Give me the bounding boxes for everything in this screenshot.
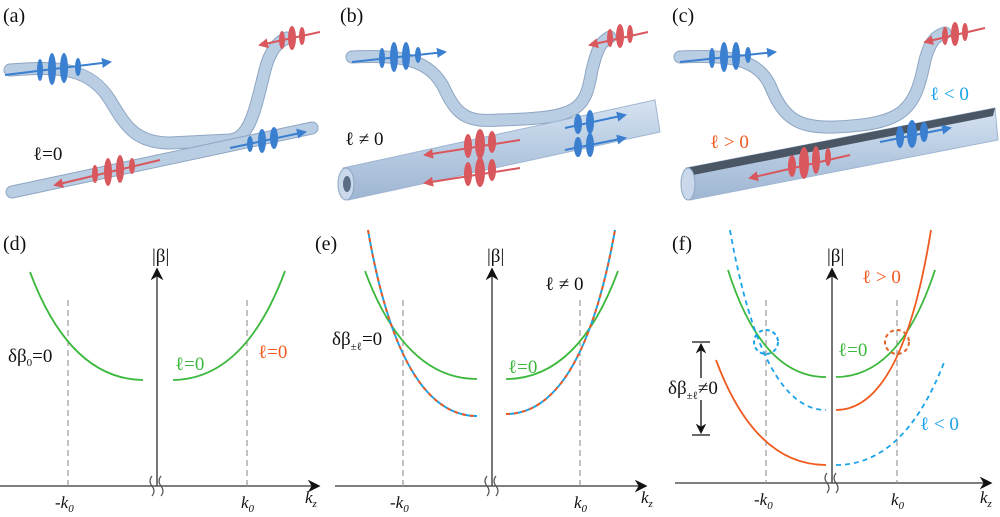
axis-break [149,475,164,497]
bent-fiber-body [346,31,616,126]
bent-fiber-body [4,32,293,149]
curve-l-zero-right [172,270,286,381]
y-axis-label: |β| [487,246,504,267]
curve-label-blue: ℓ < 0 [920,414,959,435]
curve-l-zero-left [727,269,827,378]
curve-l-nonzero-right-orange [505,229,616,415]
x-axis-label: kz [980,488,993,510]
y-axis-label: |β| [827,246,844,267]
annotation-l-positive: ℓ > 0 [710,132,749,153]
curve-label-orange: ℓ=0 [258,342,287,363]
tick-k0: k0 [574,493,588,515]
curve-l-negative-right [835,359,946,466]
delta-beta-label: δβ±ℓ=0 [332,329,382,353]
curve-l-positive-left [715,359,827,466]
curve-l-zero-right [505,270,619,380]
curve-l-zero-left [29,271,144,381]
panel-label-c: (c) [672,5,694,27]
curve-l-zero-left [364,270,478,380]
curve-label-green: ℓ=0 [838,340,867,361]
blue-pulse-pair [564,110,627,157]
tick-minus-k0: -k0 [390,493,409,515]
red-pulse [53,155,161,189]
delta-beta-label: δβ0=0 [8,346,52,369]
red-pulse [748,146,851,182]
panel-label-f: (f) [672,233,692,255]
curve-l-negative-left [729,229,827,411]
axis-break [824,472,839,494]
crossing-marker-blue [753,329,779,355]
curve-l-nonzero-left-orange [367,229,478,417]
curve-l-positive-right [835,229,932,411]
panel-label-e: (e) [315,233,337,255]
red-pulse-pair [423,129,521,187]
red-pulse [258,26,321,50]
y-axis-label: |β| [152,246,169,267]
curve-label-green: ℓ=0 [508,357,537,378]
bent-fiber-body [674,27,951,133]
cylinder-end [680,167,696,201]
x-axis-label: kz [641,488,654,510]
panel-f: (f) |β| δβ±ℓ≠0 ℓ > 0 ℓ=0 ℓ < 0 -k0 k0 kz [668,229,993,512]
panel-d: (d) |β| δβ0=0 ℓ=0 ℓ=0 -k0 k0 kz [0,233,321,515]
tick-k0: k0 [891,490,905,512]
annotation-l-zero: ℓ=0 [33,144,62,165]
delta-beta-label: δβ±ℓ≠0 [668,378,718,402]
curve-label-orange: ℓ > 0 [862,267,901,288]
curve-l-zero-right [835,269,936,378]
curve-label-nonzero: ℓ ≠ 0 [545,274,584,295]
panel-a: (a) ℓ=0 [3,5,321,199]
red-pulse [588,24,649,49]
blue-pulse [879,120,952,148]
cylinder-slit [686,108,995,176]
delta-beta-bracket [692,341,710,436]
red-pulse [923,22,986,46]
panel-b: (b) ℓ ≠ 0 [337,5,661,201]
blue-pulse [229,127,307,153]
panel-label-a: (a) [3,5,25,27]
axis-break [484,475,499,497]
blue-pulse [679,42,777,72]
blue-pulse [4,53,112,85]
tick-minus-k0: -k0 [754,490,773,512]
curve-label-green: ℓ=0 [175,354,204,375]
panel-label-b: (b) [340,5,363,27]
blue-pulse [351,42,447,72]
curve-l-nonzero-right-blue [505,229,616,415]
panel-label-d: (d) [3,233,26,255]
panel-e: (e) |β| ℓ ≠ 0 δβ±ℓ=0 ℓ=0 -k0 k0 kz [315,229,654,515]
crossing-marker-orange [884,329,910,355]
cylinder-hole [343,176,351,192]
tick-minus-k0: -k0 [55,493,74,515]
curve-l-nonzero-left-blue [367,229,478,417]
panel-c: (c) ℓ > 0 ℓ < 0 [672,5,999,201]
annotation-l-negative: ℓ < 0 [930,84,969,105]
x-axis-label: kz [305,488,318,510]
annotation-l-nonzero: ℓ ≠ 0 [345,129,384,150]
tick-k0: k0 [241,493,255,515]
